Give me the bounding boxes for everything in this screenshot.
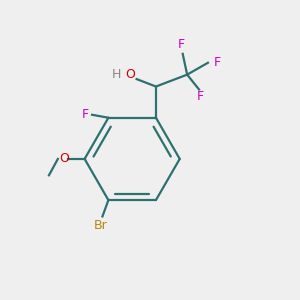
Text: F: F <box>197 90 204 104</box>
Text: F: F <box>178 38 185 51</box>
Text: F: F <box>213 56 220 69</box>
Text: Br: Br <box>94 219 108 232</box>
Text: O: O <box>126 68 136 81</box>
Text: F: F <box>82 108 89 121</box>
Text: O: O <box>59 152 69 165</box>
Text: H: H <box>112 68 121 80</box>
